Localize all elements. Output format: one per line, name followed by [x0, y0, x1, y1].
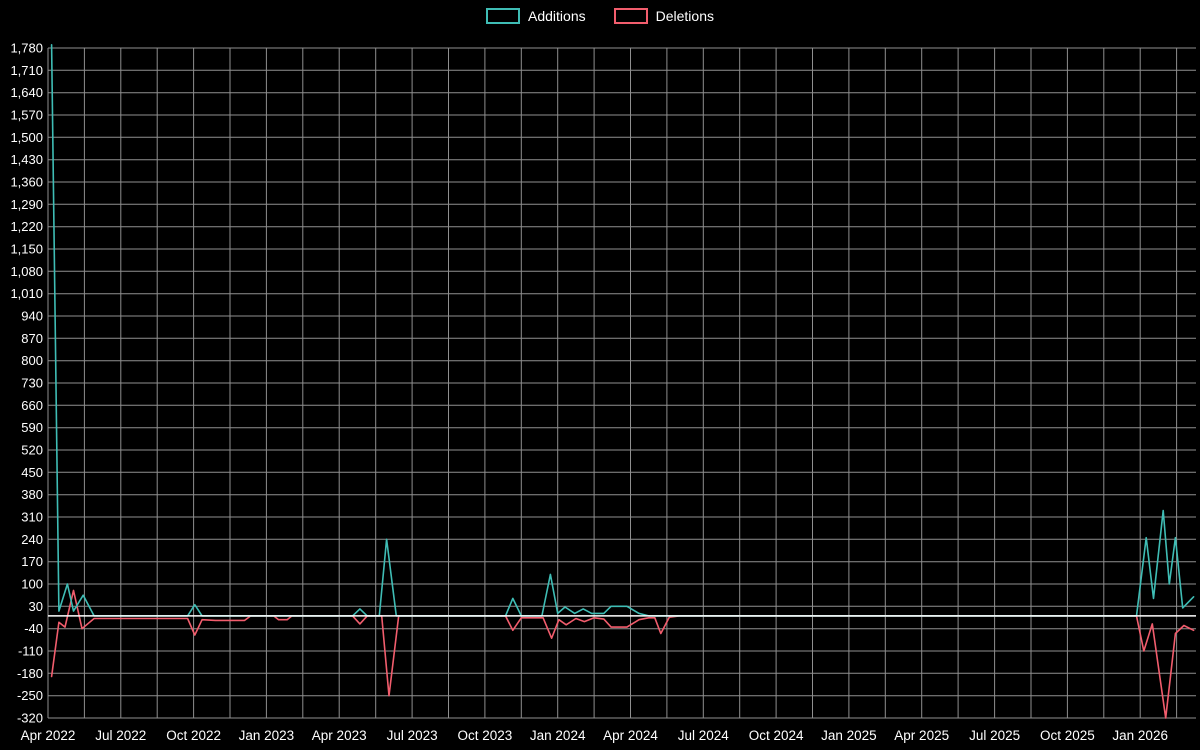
svg-text:1,290: 1,290 — [10, 197, 43, 212]
svg-text:1,430: 1,430 — [10, 152, 43, 167]
svg-text:-250: -250 — [17, 688, 43, 703]
svg-text:1,220: 1,220 — [10, 219, 43, 234]
svg-text:Jul 2025: Jul 2025 — [969, 728, 1020, 743]
svg-text:Oct 2023: Oct 2023 — [458, 728, 513, 743]
svg-text:1,080: 1,080 — [10, 264, 43, 279]
additions-legend-label: Additions — [528, 8, 586, 24]
svg-text:520: 520 — [21, 443, 43, 458]
svg-text:Oct 2024: Oct 2024 — [749, 728, 804, 743]
svg-text:660: 660 — [21, 398, 43, 413]
legend-item-additions[interactable]: Additions — [486, 8, 586, 24]
svg-text:30: 30 — [29, 599, 43, 614]
svg-text:870: 870 — [21, 331, 43, 346]
svg-text:-320: -320 — [17, 711, 43, 726]
deletions-legend-label: Deletions — [655, 8, 714, 24]
svg-text:1,710: 1,710 — [10, 63, 43, 78]
legend-item-deletions[interactable]: Deletions — [613, 8, 714, 24]
svg-text:100: 100 — [21, 577, 43, 592]
svg-text:Jan 2026: Jan 2026 — [1112, 728, 1168, 743]
svg-text:Oct 2022: Oct 2022 — [166, 728, 221, 743]
svg-text:1,500: 1,500 — [10, 130, 43, 145]
svg-text:1,150: 1,150 — [10, 242, 43, 257]
svg-text:1,570: 1,570 — [10, 108, 43, 123]
svg-text:1,010: 1,010 — [10, 286, 43, 301]
additions-series-swatch — [486, 8, 521, 24]
svg-text:170: 170 — [21, 554, 43, 569]
svg-text:Oct 2025: Oct 2025 — [1040, 728, 1095, 743]
deletions-series-swatch — [613, 8, 648, 24]
svg-text:Apr 2022: Apr 2022 — [21, 728, 76, 743]
svg-text:Jan 2025: Jan 2025 — [821, 728, 877, 743]
svg-text:Apr 2023: Apr 2023 — [312, 728, 367, 743]
svg-text:450: 450 — [21, 465, 43, 480]
svg-text:380: 380 — [21, 487, 43, 502]
chart-legend: Additions Deletions — [0, 8, 1200, 24]
svg-text:-40: -40 — [24, 621, 43, 636]
svg-text:Jul 2022: Jul 2022 — [95, 728, 146, 743]
svg-text:-180: -180 — [17, 666, 43, 681]
svg-text:310: 310 — [21, 510, 43, 525]
svg-text:Jan 2023: Jan 2023 — [239, 728, 295, 743]
svg-text:Jan 2024: Jan 2024 — [530, 728, 586, 743]
svg-text:940: 940 — [21, 309, 43, 324]
svg-text:Jul 2023: Jul 2023 — [387, 728, 438, 743]
svg-text:800: 800 — [21, 353, 43, 368]
svg-text:240: 240 — [21, 532, 43, 547]
svg-text:Apr 2024: Apr 2024 — [603, 728, 658, 743]
svg-text:Jul 2024: Jul 2024 — [678, 728, 730, 743]
svg-text:1,640: 1,640 — [10, 85, 43, 100]
svg-text:Apr 2025: Apr 2025 — [894, 728, 949, 743]
svg-text:-110: -110 — [18, 644, 43, 659]
svg-text:730: 730 — [21, 376, 43, 391]
svg-text:1,360: 1,360 — [10, 175, 43, 190]
svg-text:590: 590 — [21, 420, 43, 435]
svg-text:1,780: 1,780 — [10, 41, 43, 56]
